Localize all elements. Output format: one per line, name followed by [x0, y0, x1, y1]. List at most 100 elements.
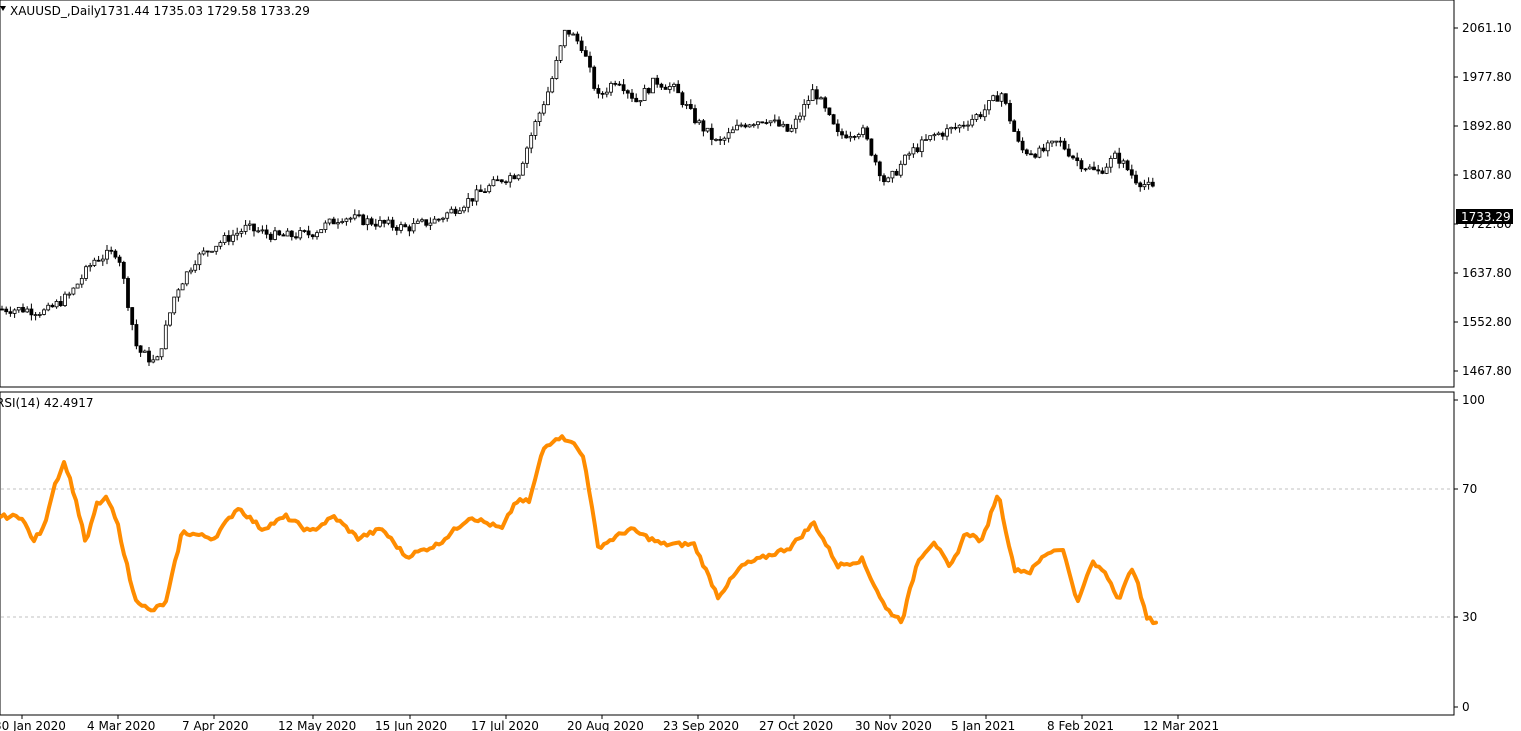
candle-body [403, 224, 408, 228]
price-axis: 2061.10 1977.80 1892.80 1807.80 1722.80 … [1454, 21, 1512, 378]
candle-body [352, 214, 357, 219]
time-axis: 30 Jan 2020 4 Mar 2020 7 Apr 2020 12 May… [0, 715, 1219, 731]
candle-body [180, 283, 185, 291]
candle-body [239, 231, 244, 234]
rsi-axis: 100 70 30 0 [1454, 393, 1485, 714]
candle-body [63, 293, 67, 306]
time-axis-label: 20 Aug 2020 [567, 719, 644, 731]
candle-body [394, 226, 399, 231]
candle-body [940, 132, 945, 137]
candle-body [978, 114, 983, 118]
candle-body [415, 220, 420, 224]
time-axis-label: 12 May 2020 [278, 719, 356, 731]
price-plot-frame [0, 0, 1455, 388]
candle-body [693, 108, 697, 124]
candle-body [961, 124, 966, 127]
candle-body [583, 50, 588, 57]
candle-body [138, 345, 143, 353]
candle-body [294, 236, 298, 239]
candle-body [613, 82, 618, 85]
candle-body [134, 324, 139, 347]
candle-body [50, 304, 55, 308]
candle-body [457, 210, 462, 214]
candle-body [533, 121, 538, 136]
candle-body [462, 206, 466, 212]
candle-body [331, 218, 336, 225]
candle-body [231, 234, 235, 242]
candle-body [638, 100, 643, 103]
candle-body [155, 356, 160, 361]
candle-body [260, 229, 265, 232]
candle-body [1079, 160, 1084, 170]
candle-body [928, 135, 933, 140]
candle-body [903, 154, 907, 165]
price-tick-label: 1892.80 [1462, 119, 1512, 133]
candle-body [537, 112, 542, 122]
candle-body [672, 83, 676, 87]
candle-body [1100, 170, 1105, 174]
candle-body [592, 66, 597, 89]
candle-body [92, 259, 97, 266]
candle-body [604, 91, 609, 95]
candle-body [1050, 140, 1054, 144]
candle-body [281, 234, 286, 237]
candle-body [399, 224, 403, 231]
candle-body [667, 86, 672, 90]
candle-body [117, 256, 122, 263]
candle-body [890, 170, 895, 179]
candle-body [730, 129, 735, 134]
candle-body [285, 230, 290, 237]
candle-body [193, 264, 198, 271]
candle-body [835, 123, 840, 133]
candle-body [483, 191, 487, 194]
candle-body [554, 60, 559, 79]
candle-body [365, 218, 370, 226]
candle-body [575, 33, 580, 42]
candle-body [1108, 158, 1113, 168]
candle-body [525, 147, 529, 164]
candle-body [907, 153, 912, 156]
candle-body [714, 138, 718, 141]
candle-body [747, 124, 752, 128]
candle-body [42, 309, 46, 315]
candle-body [222, 235, 227, 243]
candle-body [877, 161, 882, 177]
dropdown-triangle-icon[interactable] [0, 6, 6, 11]
candle-body [995, 95, 1000, 102]
candle-body [1003, 93, 1008, 104]
candle-body [1037, 147, 1042, 158]
candle-body [1129, 169, 1134, 176]
candle-body [382, 219, 387, 224]
candle-body [945, 128, 949, 137]
candle-body [680, 92, 685, 106]
candle-body [256, 230, 261, 233]
candle-body [184, 271, 189, 285]
candle-body [478, 189, 483, 193]
price-tick-label: 1637.80 [1462, 266, 1512, 280]
candle-body [1087, 166, 1092, 170]
candle-body [1008, 103, 1012, 122]
time-axis-label: 30 Nov 2020 [855, 719, 932, 731]
candle-body [617, 83, 622, 86]
candle-body [831, 114, 836, 125]
candle-body [369, 218, 374, 225]
candle-body [882, 175, 886, 183]
candle-body [424, 219, 429, 226]
candle-body [210, 250, 214, 253]
candle-body [777, 119, 781, 127]
candle-body [718, 138, 723, 141]
candle-body [1071, 155, 1075, 159]
candle-body [1033, 153, 1038, 158]
candle-body [357, 214, 361, 217]
candle-body [852, 136, 857, 138]
candle-body [760, 121, 765, 124]
candle-body [130, 307, 135, 325]
candle-body [504, 181, 508, 184]
candle-body [520, 162, 525, 176]
candle-body [407, 226, 412, 232]
rsi-plot-frame [0, 391, 1455, 716]
candle-body [172, 296, 177, 314]
time-axis-label: 5 Jan 2021 [951, 719, 1015, 731]
candle-body [348, 217, 353, 220]
